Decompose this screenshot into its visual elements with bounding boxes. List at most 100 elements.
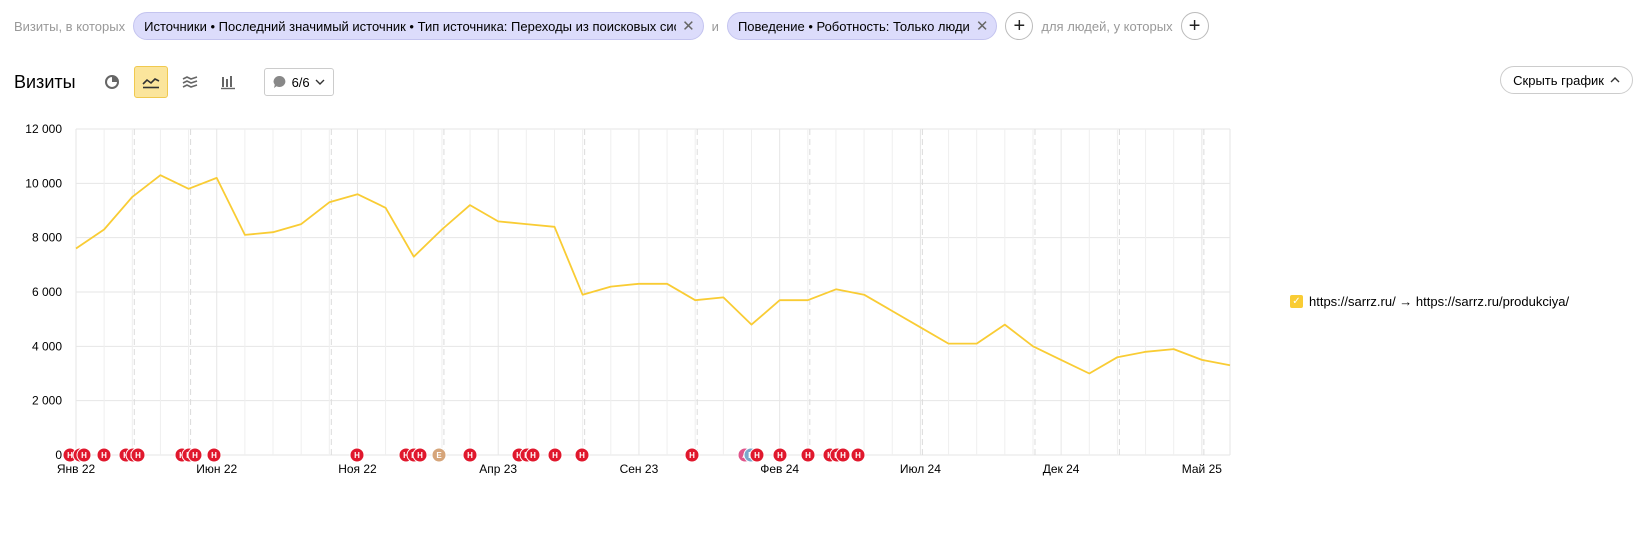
annotation-marker[interactable]: Н (772, 447, 788, 463)
annotation-marker-letter: Н (805, 451, 811, 460)
annotation-marker-circle (800, 447, 816, 463)
annotation-marker[interactable]: Н (684, 447, 700, 463)
close-icon[interactable]: ✕ (975, 17, 989, 35)
annotation-marker-letter: Н (579, 451, 585, 460)
hide-chart-label: Скрыть график (1513, 72, 1604, 88)
y-tick-label: 0 (55, 448, 62, 462)
y-tick-label: 4 000 (32, 339, 62, 353)
annotation-marker-circle (850, 447, 866, 463)
chevron-up-icon (1610, 77, 1620, 83)
chart-legend: ✓ https://sarrz.ru/ → https://sarrz.ru/p… (1290, 294, 1569, 309)
annotation-marker-circle (187, 447, 203, 463)
annotation-marker[interactable]: Н (206, 447, 222, 463)
close-icon[interactable]: ✕ (682, 17, 695, 35)
filter-joiner: и (711, 18, 719, 34)
annotation-marker[interactable]: Н (96, 447, 112, 463)
annotation-marker[interactable]: Н (574, 447, 590, 463)
annotation-marker-letter: Е (436, 451, 442, 460)
annotation-marker-letter: Н (467, 451, 473, 460)
annotation-marker[interactable]: Н (525, 447, 541, 463)
annotation-marker[interactable]: Е (431, 447, 447, 463)
chart-toolbar: Визиты 6/6 (14, 66, 334, 98)
x-tick-label: Апр 23 (479, 462, 517, 476)
legend-series-label: https://sarrz.ru/ → https://sarrz.ru/pro… (1309, 294, 1570, 309)
filter-chip-behavior[interactable]: Поведение • Роботность: Только люди ✕ (726, 12, 998, 40)
pie-chart-icon (104, 75, 119, 89)
annotation-marker-circle (525, 447, 541, 463)
annotation-marker-letter: Н (754, 451, 760, 460)
y-tick-label: 12 000 (25, 122, 62, 136)
annotations-dropdown[interactable]: 6/6 (263, 68, 334, 96)
filter-chip-behavior-label: Поведение • Роботность: Только люди (737, 18, 970, 34)
annotation-marker[interactable]: Н (850, 447, 866, 463)
filter-chip-source[interactable]: Источники • Последний значимый источник … (133, 12, 704, 40)
y-tick-label: 2 000 (32, 394, 62, 408)
x-tick-label: Янв 22 (57, 462, 96, 476)
annotation-marker-circle (835, 447, 851, 463)
bar-chart-button[interactable] (212, 67, 244, 97)
add-people-condition-button[interactable]: + (1180, 12, 1209, 40)
annotation-marker-letter: Н (855, 451, 861, 460)
annotation-marker-letter: Н (516, 451, 522, 460)
y-tick-label: 8 000 (32, 231, 62, 245)
series-line (75, 174, 1231, 375)
annotation-marker-letter: Н (403, 451, 409, 460)
annotation-marker[interactable]: Н (412, 447, 428, 463)
annotation-marker[interactable]: Н (349, 447, 365, 463)
chevron-down-icon (315, 79, 325, 85)
annotation-marker-letter: Н (135, 451, 141, 460)
x-tick-label: Дек 24 (1043, 462, 1080, 476)
annotation-marker-letter: Н (211, 451, 217, 460)
x-tick-label: Июн 22 (196, 462, 237, 476)
annotation-marker-circle (684, 447, 700, 463)
annotation-marker-letter: Н (192, 451, 198, 460)
x-tick-label: Ноя 22 (338, 462, 377, 476)
annotation-marker-letter: Н (840, 451, 846, 460)
annotation-marker[interactable]: Н (76, 447, 92, 463)
annotation-marker-circle (547, 447, 563, 463)
segment-filters: Визиты, в которых Источники • Последний … (14, 12, 1209, 40)
annotation-marker-circle (462, 447, 478, 463)
annotation-marker-letter: Н (354, 451, 360, 460)
add-visit-condition-button[interactable]: + (1005, 12, 1034, 40)
filter-prefix: Визиты, в которых (14, 18, 126, 34)
people-condition-label: для людей, у которых (1041, 18, 1173, 34)
annotation-marker-circle (412, 447, 428, 463)
annotation-marker-circle (574, 447, 590, 463)
annotation-marker-letter: Н (81, 451, 87, 460)
annotation-marker[interactable]: Н (130, 447, 146, 463)
hide-chart-button[interactable]: Скрыть график (1500, 66, 1633, 94)
annotation-marker-letter: Н (777, 451, 783, 460)
annotation-marker[interactable]: Н (800, 447, 816, 463)
annotation-marker-letter: Н (689, 451, 695, 460)
annotation-marker-circle (431, 447, 447, 463)
x-tick-label: Сен 23 (620, 462, 659, 476)
annotation-marker[interactable]: Н (187, 447, 203, 463)
annotation-marker[interactable]: Н (462, 447, 478, 463)
annotation-marker-circle (76, 447, 92, 463)
annotation-marker-letter: Н (67, 451, 73, 460)
x-tick-label: Фев 24 (760, 462, 799, 476)
stacked-area-icon (182, 76, 197, 88)
y-tick-label: 6 000 (32, 285, 62, 299)
pie-chart-button[interactable] (96, 67, 128, 97)
annotation-marker-letter: Н (417, 451, 423, 460)
comment-icon (273, 75, 285, 88)
annotation-marker-circle (130, 447, 146, 463)
bar-chart-icon (220, 75, 235, 89)
stacked-area-button[interactable] (174, 67, 206, 97)
annotation-marker-circle (206, 447, 222, 463)
annotation-marker[interactable]: Н (835, 447, 851, 463)
annotation-marker-letter: Н (101, 451, 107, 460)
y-tick-label: 10 000 (25, 176, 62, 190)
x-tick-label: Июл 24 (900, 462, 941, 476)
line-chart-button[interactable] (133, 66, 168, 98)
annotation-marker[interactable]: Н (547, 447, 563, 463)
annotation-marker-circle (349, 447, 365, 463)
annotation-marker[interactable]: Н (749, 447, 765, 463)
line-chart-icon (141, 78, 159, 89)
annotation-marker-letter: Н (552, 451, 558, 460)
legend-checkbox[interactable]: ✓ (1290, 295, 1303, 308)
annotation-marker-circle (96, 447, 112, 463)
